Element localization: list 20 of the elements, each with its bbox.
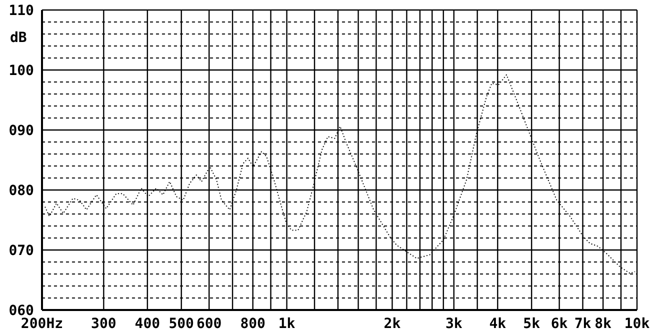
x-tick-label: 600: [196, 316, 222, 332]
y-tick-label: 100: [8, 62, 34, 79]
x-tick-label: 300: [91, 316, 116, 332]
x-tick-label: 6k: [550, 316, 568, 332]
x-tick-label: 8k: [594, 316, 612, 332]
x-tick-label: 800: [240, 316, 266, 332]
x-tick-label: 4k: [489, 316, 507, 332]
x-tick-label: 500: [168, 316, 194, 332]
x-tick-label: 400: [134, 316, 160, 332]
x-tick-label: 10k: [624, 316, 650, 332]
x-tick-label: 1k: [278, 316, 296, 332]
x-tick-label: 2k: [384, 316, 402, 332]
y-tick-label: 070: [8, 242, 34, 259]
x-tick-label: 7k: [574, 316, 592, 332]
y-axis-title: dB: [10, 30, 27, 46]
y-tick-label: 090: [8, 122, 34, 139]
y-tick-label: 080: [8, 182, 34, 199]
x-tick-label: 5k: [523, 316, 541, 332]
y-tick-label: 110: [8, 2, 34, 19]
x-tick-label: 3k: [445, 316, 463, 332]
